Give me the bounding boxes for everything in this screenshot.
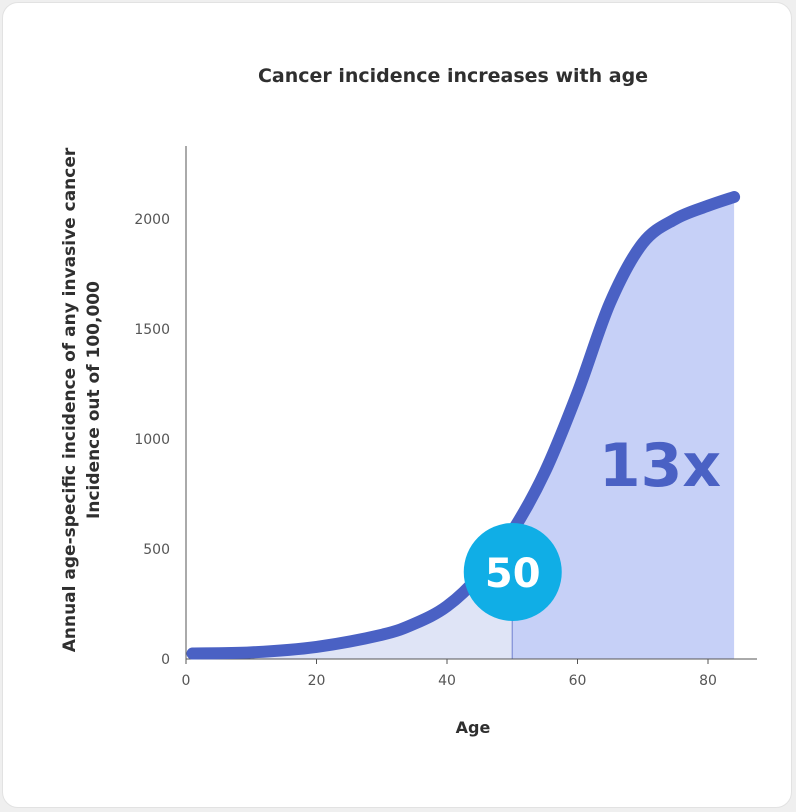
y-axis-label-line1: Annual age-specific incidence of any inv…	[60, 147, 80, 652]
x-tick-label: 80	[699, 673, 717, 689]
axes	[185, 146, 757, 660]
x-ticks: 0 20 40 60 80	[182, 659, 717, 689]
y-tick-label: 1000	[134, 432, 170, 448]
age-50-badge-label: 50	[485, 551, 541, 597]
chart-title: Cancer incidence increases with age	[258, 65, 648, 87]
y-ticks: 0 500 1000 1500 2000	[134, 212, 170, 668]
multiplier-annotation: 13x	[599, 431, 721, 501]
y-tick-label: 0	[161, 652, 170, 668]
age-50-badge-circle	[463, 523, 562, 621]
area-after-50	[512, 197, 735, 659]
age-50-badge: 50	[463, 523, 562, 621]
x-tick-label: 40	[438, 673, 456, 689]
x-tick-label: 0	[182, 673, 191, 689]
y-axis-label: Annual age-specific incidence of any inv…	[60, 147, 104, 652]
x-tick-label: 60	[569, 673, 587, 689]
area-before-50	[192, 531, 513, 659]
y-tick-label: 2000	[134, 212, 170, 228]
x-axis-label: Age	[456, 718, 491, 737]
y-tick-label: 500	[143, 542, 170, 558]
y-axis-label-line2: Incidence out of 100,000	[84, 281, 104, 519]
y-tick-label: 1500	[134, 322, 170, 338]
x-tick-label: 20	[308, 673, 326, 689]
